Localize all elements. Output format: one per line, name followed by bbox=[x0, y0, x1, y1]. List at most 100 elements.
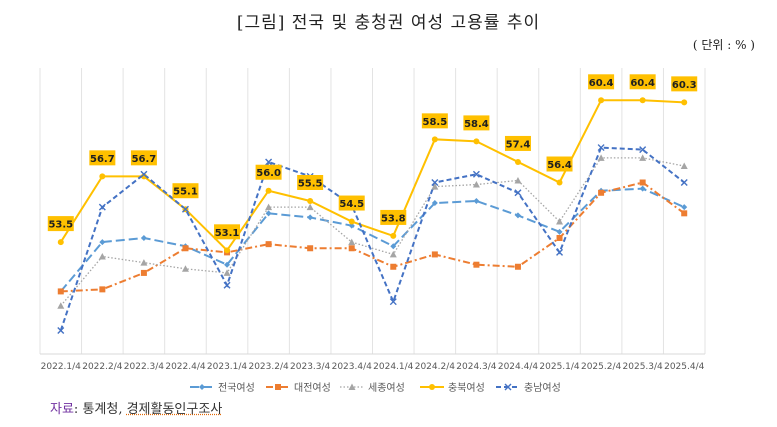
legend-marker bbox=[429, 384, 435, 390]
legend-item-5: 충남여성 bbox=[496, 382, 561, 394]
data-point-series-5 bbox=[639, 146, 647, 154]
data-point-series-3 bbox=[140, 259, 148, 266]
data-label: 53.5 bbox=[47, 216, 74, 232]
data-point-series-3 bbox=[514, 176, 522, 184]
source-survey: 경제활동인구조사 bbox=[126, 402, 223, 417]
data-point-series-2 bbox=[556, 234, 563, 241]
data-point-series-1 bbox=[224, 261, 231, 268]
data-label-box bbox=[629, 74, 656, 90]
x-marker-stroke bbox=[223, 281, 231, 289]
data-point-series-4 bbox=[224, 247, 231, 254]
unit-note: ( 단위 : % ) bbox=[692, 38, 755, 52]
series-line-1 bbox=[60, 187, 685, 293]
x-marker-stroke bbox=[57, 326, 65, 334]
data-point-series-3 bbox=[680, 162, 688, 170]
data-label-text: 53.5 bbox=[48, 220, 73, 231]
source-org: 통계청, bbox=[82, 402, 127, 417]
data-point-series-2 bbox=[473, 261, 480, 268]
data-point-series-1 bbox=[99, 239, 106, 246]
x-marker-stroke bbox=[556, 248, 564, 256]
legend-item-1: 전국여성 bbox=[190, 382, 255, 394]
data-point-series-5 bbox=[181, 205, 189, 213]
data-point-series-4 bbox=[598, 97, 605, 104]
x-tick-label: 2025.4/4 bbox=[664, 362, 705, 372]
data-point-series-2 bbox=[681, 210, 688, 217]
data-label-text: 57.4 bbox=[506, 139, 531, 150]
data-point-series-1 bbox=[431, 200, 438, 207]
data-label: 56.7 bbox=[130, 150, 157, 166]
data-point-series-2 bbox=[390, 263, 397, 270]
data-point-series-3 bbox=[57, 302, 65, 309]
x-marker-stroke bbox=[140, 170, 148, 178]
data-point-series-3 bbox=[389, 250, 397, 258]
legend-label: 전국여성 bbox=[218, 382, 255, 394]
data-point-series-4 bbox=[681, 99, 688, 106]
data-point-series-3 bbox=[98, 252, 106, 260]
x-marker-stroke bbox=[639, 146, 647, 154]
data-point-series-5 bbox=[514, 189, 522, 197]
x-tick-label: 2024.2/4 bbox=[415, 362, 456, 372]
data-label-text: 58.4 bbox=[464, 119, 489, 130]
x-marker-stroke bbox=[389, 298, 397, 306]
legend-item-3: 세종여성 bbox=[340, 382, 405, 394]
x-marker-stroke bbox=[181, 205, 189, 213]
data-point-series-3 bbox=[223, 269, 231, 276]
data-point-series-1 bbox=[390, 243, 397, 250]
data-point-series-2 bbox=[639, 179, 646, 186]
data-point-series-4 bbox=[639, 97, 646, 104]
x-tick-label: 2022.2/4 bbox=[82, 362, 123, 372]
data-point-series-1 bbox=[681, 204, 688, 211]
x-marker-stroke bbox=[265, 158, 273, 166]
x-tick-label: 2023.4/4 bbox=[332, 362, 373, 372]
data-label-box bbox=[130, 150, 157, 166]
x-marker-stroke bbox=[472, 170, 480, 178]
data-label: 53.8 bbox=[380, 209, 407, 225]
data-point-series-4 bbox=[390, 232, 397, 239]
data-point-series-1 bbox=[556, 228, 563, 235]
x-tick-label: 2023.2/4 bbox=[248, 362, 289, 372]
data-labels: 53.5 56.7 56.7 55.1 53.1 56.0 55.5 54.5 53.8 58.5… bbox=[47, 74, 698, 240]
data-point-series-2 bbox=[140, 269, 147, 276]
data-point-series-5 bbox=[472, 170, 480, 178]
data-label: 53.1 bbox=[214, 224, 241, 240]
data-label-box bbox=[380, 209, 407, 225]
data-label: 54.5 bbox=[338, 195, 365, 211]
data-label-text: 58.5 bbox=[423, 117, 448, 128]
x-marker-stroke bbox=[680, 179, 688, 186]
data-point-series-2 bbox=[265, 241, 272, 248]
data-point-series-5 bbox=[98, 203, 106, 211]
data-point-series-1 bbox=[265, 210, 272, 217]
data-point-series-4 bbox=[57, 239, 64, 246]
data-point-series-3 bbox=[348, 238, 356, 246]
legend: 전국여성 대전여성 세종여성 충북여성 충남여성 bbox=[190, 382, 561, 394]
data-label: 60.3 bbox=[671, 76, 698, 92]
series-line-5 bbox=[59, 146, 685, 331]
x-marker-stroke bbox=[98, 203, 106, 211]
data-point-series-5 bbox=[597, 144, 605, 152]
data-point-series-3 bbox=[265, 203, 273, 211]
data-point-series-5 bbox=[57, 326, 65, 334]
data-label-text: 60.3 bbox=[672, 80, 697, 91]
data-label: 57.4 bbox=[504, 135, 531, 151]
legend-label: 대전여성 bbox=[294, 382, 331, 394]
legend-marker bbox=[199, 384, 205, 390]
x-marker-stroke bbox=[514, 189, 522, 197]
data-label: 60.4 bbox=[588, 74, 615, 90]
source-note: 자료: 통계청, 경제활동인구조사 bbox=[50, 398, 222, 417]
x-tick-label: 2023.1/4 bbox=[207, 362, 248, 372]
data-point-series-2 bbox=[598, 189, 605, 196]
x-tick-label: 2023.3/4 bbox=[290, 362, 331, 372]
data-point-series-3 bbox=[431, 183, 439, 190]
legend-label: 충북여성 bbox=[448, 382, 485, 394]
legend-label: 세종여성 bbox=[368, 382, 405, 394]
x-tick-label: 2025.3/4 bbox=[623, 362, 664, 372]
data-label: 58.4 bbox=[463, 115, 490, 131]
x-tick-label: 2022.4/4 bbox=[165, 362, 206, 372]
data-label: 58.5 bbox=[421, 113, 448, 129]
data-label-box bbox=[172, 183, 199, 199]
data-label-text: 53.1 bbox=[215, 228, 240, 239]
data-label-text: 53.8 bbox=[381, 213, 406, 224]
data-point-series-4 bbox=[431, 136, 438, 143]
series-markers bbox=[57, 97, 688, 334]
data-point-series-1 bbox=[473, 197, 480, 204]
